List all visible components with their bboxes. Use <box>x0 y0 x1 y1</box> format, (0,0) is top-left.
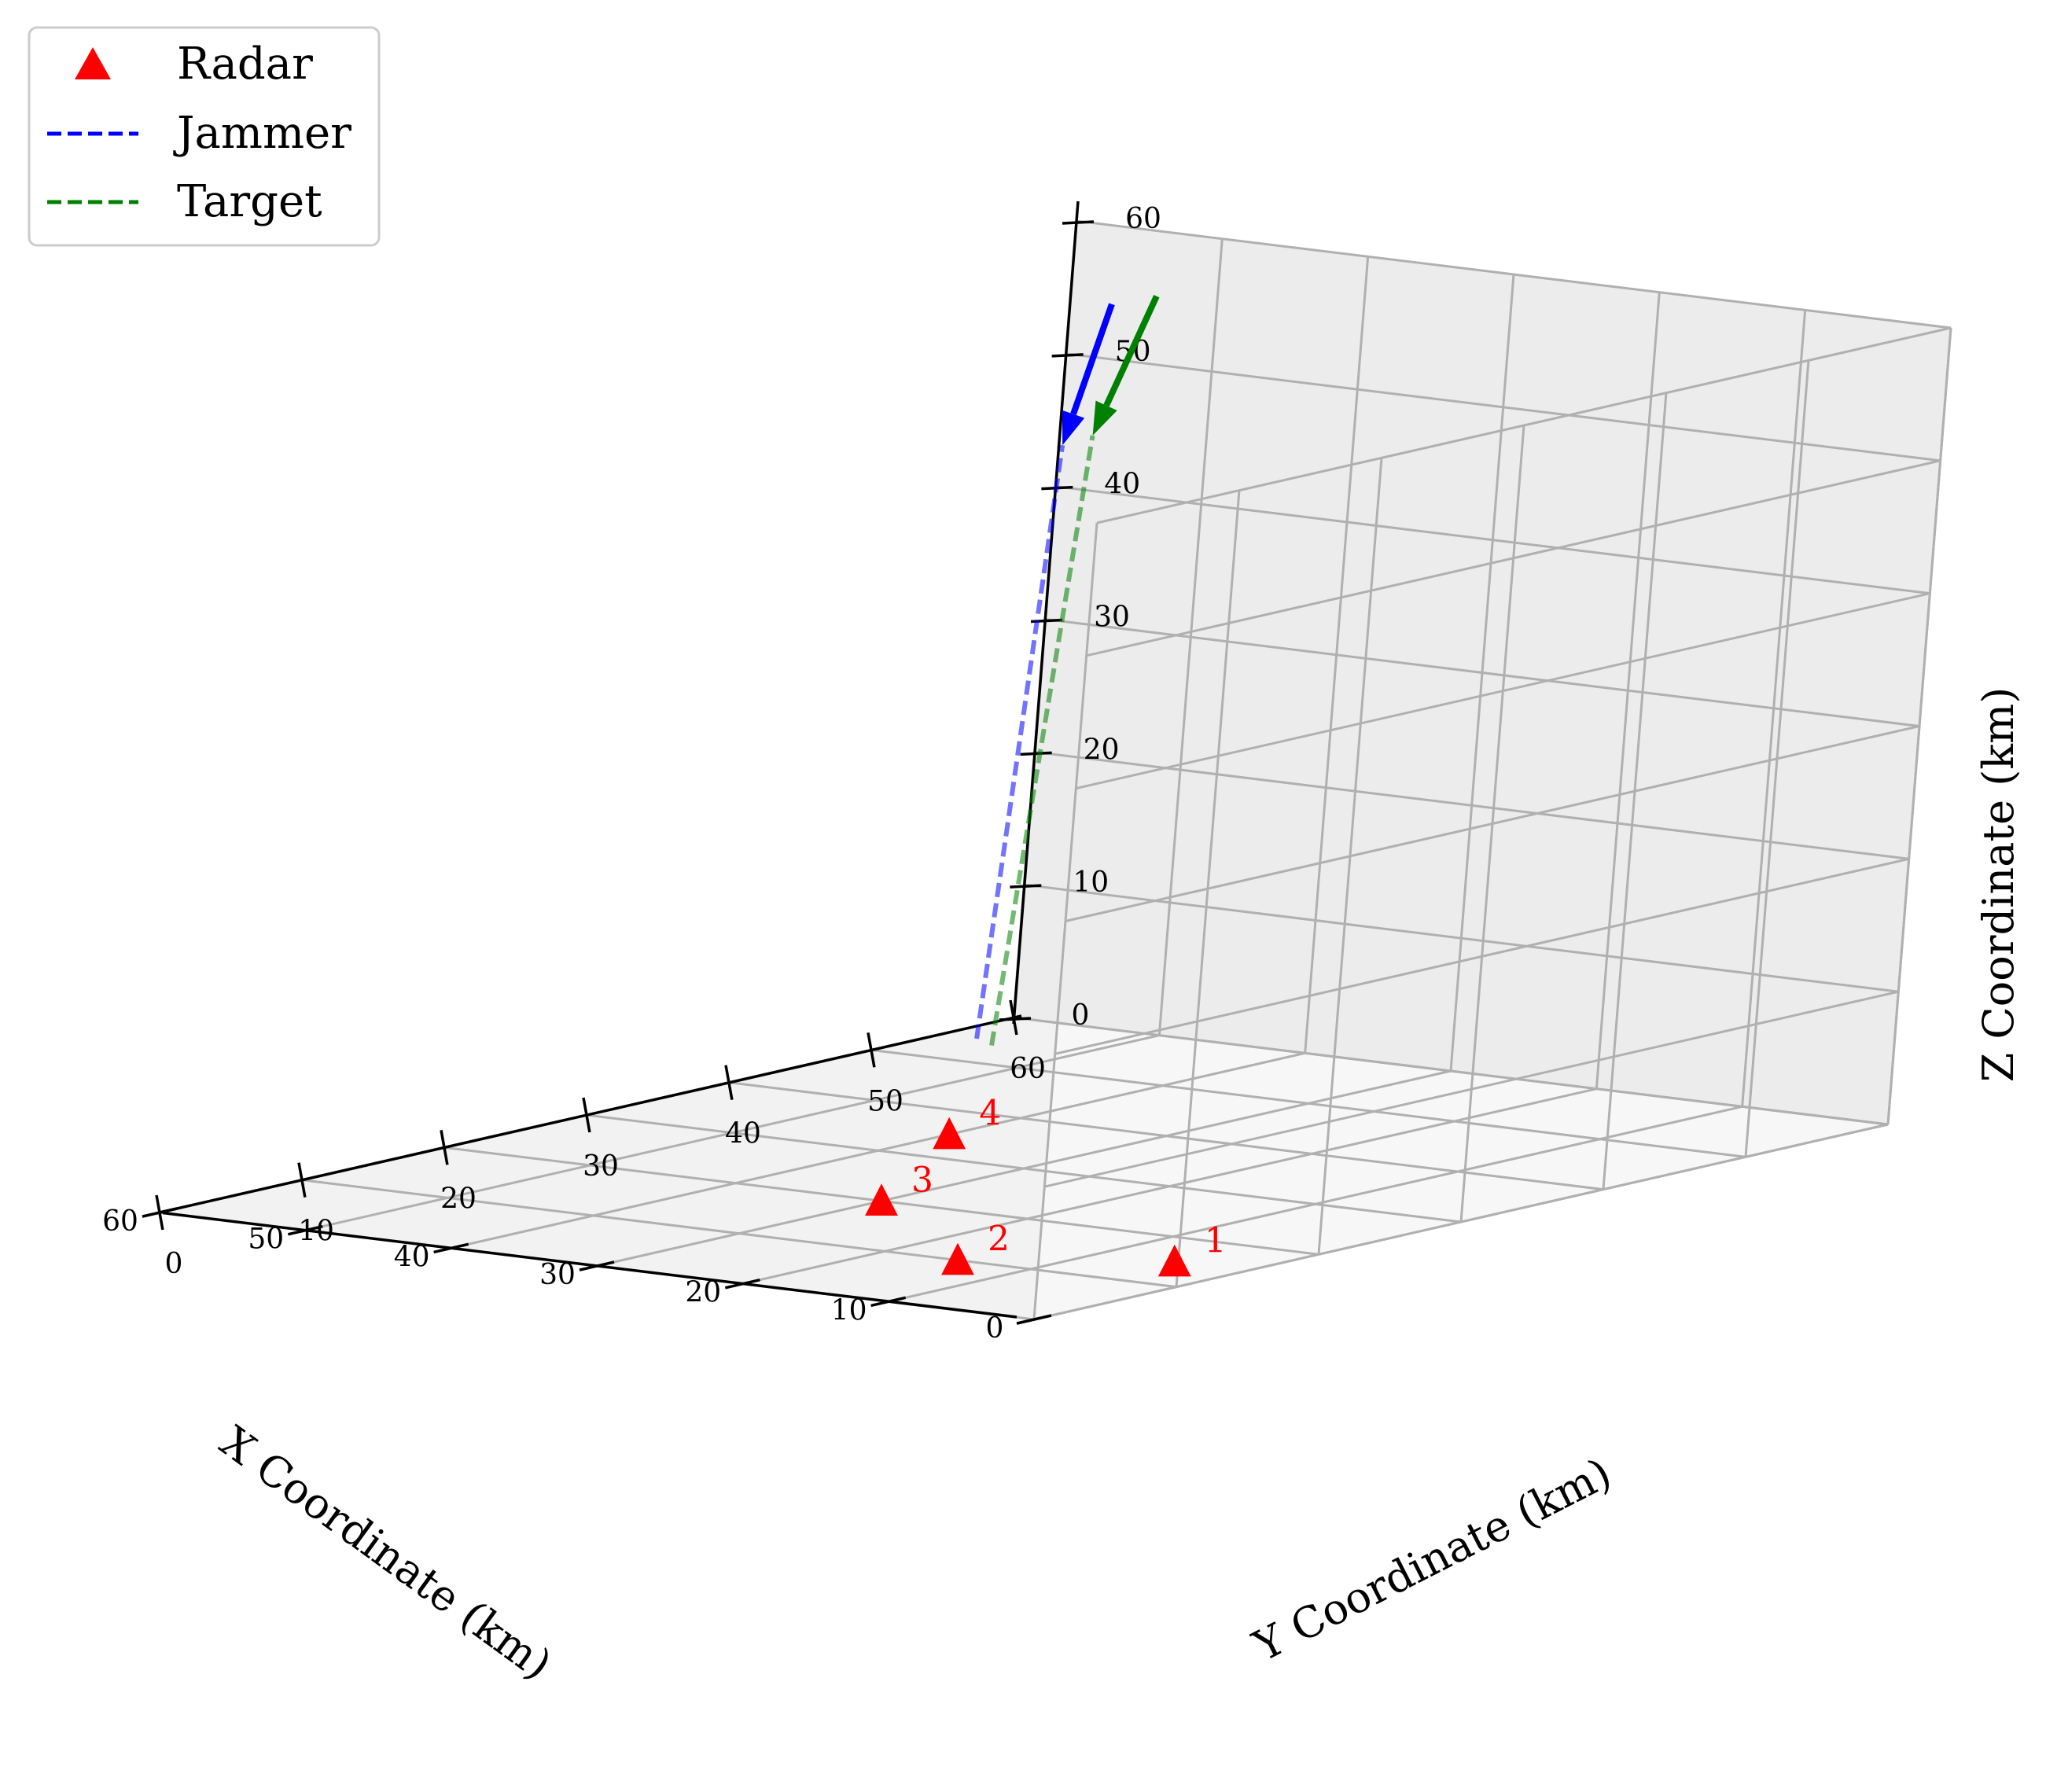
x-tick-label: 50 <box>248 1223 284 1256</box>
floor-grid-y <box>301 1179 1177 1289</box>
x-tick-label: 10 <box>831 1294 867 1327</box>
radar-marker <box>933 1117 966 1150</box>
side-grid-z <box>1055 485 1930 595</box>
legend-jammer-label: Jammer <box>173 108 351 159</box>
z-tick-label: 10 <box>1073 867 1109 899</box>
z-tick-label: 20 <box>1084 734 1120 766</box>
x-tick <box>579 1260 615 1271</box>
target-arrow-shaft <box>1103 295 1160 407</box>
axis-panes <box>159 219 1952 1321</box>
x-tick-label: 40 <box>394 1241 430 1273</box>
radar-label: 2 <box>988 1220 1010 1260</box>
y-tick <box>440 1130 449 1165</box>
y-tick <box>582 1097 591 1133</box>
y-tick <box>155 1194 164 1231</box>
tick-labels: 010203040506001020304050600102030405060 <box>102 203 1161 1345</box>
y-tick <box>867 1032 876 1068</box>
floor-grid-y <box>728 1081 1604 1191</box>
y-tick-label: 0 <box>165 1248 183 1280</box>
x-axis-label: X Coordinate (km) <box>212 1417 561 1690</box>
z-tick <box>1051 353 1084 358</box>
x-tick-label: 60 <box>102 1205 138 1238</box>
legend-target-label: Target <box>177 176 322 227</box>
back-grid-z <box>1065 725 1920 922</box>
jammer-arrow-head <box>1062 410 1085 446</box>
side-grid-z <box>1044 618 1920 727</box>
z-tick-label: 0 <box>1072 999 1090 1032</box>
target-arrow-head <box>1092 400 1117 436</box>
back-grid-z <box>1075 592 1930 790</box>
y-tick <box>1009 999 1018 1036</box>
y-axis-label: Y Coordinate (km) <box>1245 1448 1619 1672</box>
radar-marker <box>941 1242 974 1275</box>
x-tick <box>287 1224 323 1236</box>
z-axis-label: Z Coordinate (km) <box>1974 687 2023 1083</box>
y-tick-label: 40 <box>725 1118 761 1150</box>
y-tick-label: 50 <box>867 1085 903 1117</box>
radar-marker <box>1157 1244 1191 1277</box>
z-tick <box>1010 884 1042 889</box>
back-grid-z <box>1096 326 1952 524</box>
back-grid-z <box>1054 857 1910 1055</box>
x-tick <box>724 1278 760 1290</box>
y-tick <box>297 1162 307 1198</box>
floor-grid-y <box>586 1113 1462 1223</box>
legend-box <box>28 26 381 247</box>
x-tick <box>870 1296 907 1308</box>
side-grid-z <box>1024 883 1899 993</box>
radar-label: 4 <box>979 1094 1001 1134</box>
side-grid-z <box>1065 352 1941 462</box>
x-tick-label: 0 <box>986 1312 1004 1345</box>
z-tick-label: 60 <box>1125 203 1161 235</box>
y-tick <box>724 1065 734 1100</box>
radar-label: 1 <box>1205 1221 1227 1261</box>
z-tick <box>1020 751 1052 756</box>
radar-label: 3 <box>911 1160 933 1200</box>
jammer-path <box>974 444 1065 1040</box>
x-tick-label: 20 <box>685 1277 721 1309</box>
z-tick <box>999 1017 1032 1021</box>
y-tick-label: 20 <box>440 1183 477 1215</box>
target-path <box>989 435 1095 1047</box>
radar-marker <box>865 1183 898 1216</box>
x-tick-label: 30 <box>539 1259 576 1291</box>
y-tick-label: 30 <box>583 1150 619 1183</box>
z-tick <box>1062 220 1095 225</box>
z-tick-label: 30 <box>1094 602 1130 634</box>
legend-radar-marker <box>75 47 111 79</box>
legend-radar-label: Radar <box>177 39 313 90</box>
y-tick-label: 10 <box>298 1216 334 1248</box>
back-grid-z <box>1043 990 1899 1188</box>
z-tick-label: 40 <box>1104 469 1140 501</box>
side-grid-z <box>1076 219 1952 329</box>
legend: Radar Jammer Target <box>28 26 381 247</box>
data-series: 1 2 3 4 <box>865 295 1227 1277</box>
back-grid-z <box>1033 1123 1889 1321</box>
jammer-arrow-shaft <box>1070 303 1115 415</box>
y-tick-label: 60 <box>1010 1053 1046 1085</box>
side-grid-z <box>1034 750 1909 860</box>
tick-marks <box>142 220 1095 1325</box>
x-tick <box>1016 1314 1052 1325</box>
x-tick <box>433 1242 469 1254</box>
back-grid-z <box>1086 459 1941 657</box>
side-grid-z <box>1013 1016 1889 1126</box>
floor-grid-y <box>870 1048 1746 1158</box>
